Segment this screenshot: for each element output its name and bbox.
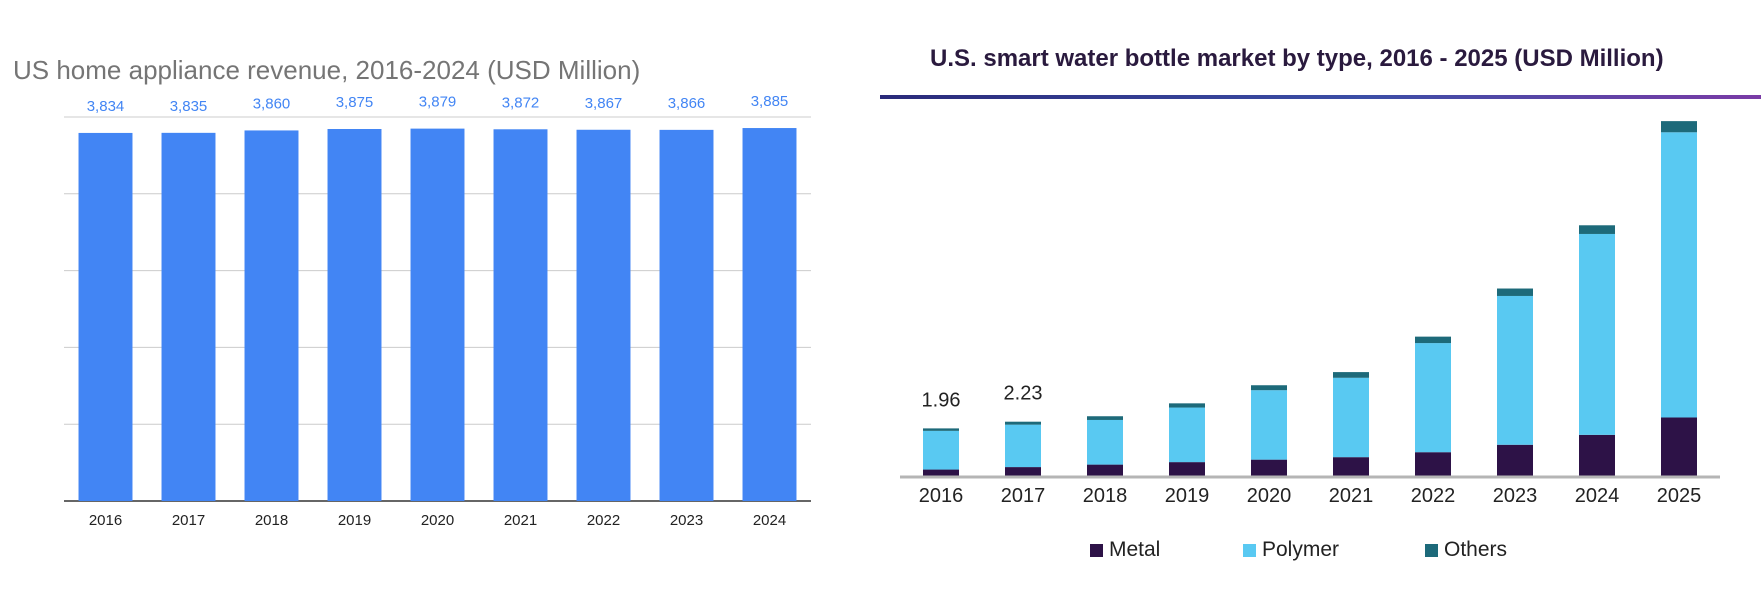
bar-segment-polymer: [1333, 377, 1369, 458]
data-label: 3,872: [502, 94, 540, 111]
bar-segment-metal: [1497, 444, 1533, 477]
data-label: 3,834: [87, 98, 125, 115]
legend-label: Metal: [1109, 538, 1161, 561]
x-tick-label: 2024: [1575, 485, 1620, 507]
bar-segment-polymer: [1087, 419, 1123, 465]
data-label: 3,885: [751, 93, 789, 110]
stacked-bar-chart-svg: 2016 2017 2018 2019 2020 2021 2022 2023 2024 2025…: [900, 121, 1720, 507]
x-tick-label: 2022: [587, 512, 620, 529]
chart-title: US home appliance revenue, 2016-2024 (US…: [13, 55, 641, 85]
x-tick-label: 2022: [1411, 485, 1456, 507]
x-tick-label: 2018: [255, 512, 288, 529]
data-label: 3,879: [419, 94, 457, 111]
bar-segment-polymer: [1251, 390, 1287, 460]
bar-segment-polymer: [1415, 343, 1451, 453]
bar-segment-others: [1169, 403, 1205, 408]
bar-segment-metal: [1661, 417, 1697, 477]
bar-segment-polymer: [1579, 233, 1615, 435]
bar: [742, 128, 797, 502]
bar: [161, 132, 216, 501]
x-tick-label: 2019: [1165, 485, 1210, 507]
bar-segment-others: [1333, 372, 1369, 378]
bar-segment-polymer: [1497, 295, 1533, 445]
bar-segment-metal: [1251, 459, 1287, 477]
bar: [493, 129, 548, 501]
bar-segment-polymer: [1169, 407, 1205, 463]
bar-segment-metal: [1087, 464, 1123, 477]
bar: [576, 129, 631, 501]
x-tick-label: 2025: [1657, 485, 1702, 507]
bar-segment-others: [923, 428, 959, 431]
chart-title: U.S. smart water bottle market by type, …: [930, 45, 1664, 72]
bar-segment-metal: [1579, 434, 1615, 477]
legend-swatch: [1425, 543, 1438, 557]
bar-segment-metal: [1169, 462, 1205, 477]
legend-swatch: [1090, 543, 1103, 557]
bar: [659, 129, 714, 501]
bar-segment-others: [1087, 416, 1123, 420]
legend-item-metal: Metal: [1090, 538, 1160, 562]
x-tick-label: 2017: [1001, 485, 1046, 507]
data-label: 3,875: [336, 94, 374, 111]
bar-segment-others: [1251, 385, 1287, 391]
bar: [244, 130, 299, 501]
title-underline: [880, 95, 1761, 99]
home-appliance-revenue-chart: US home appliance revenue, 2016-2024 (US…: [0, 0, 880, 607]
bar-segment-others: [1415, 336, 1451, 344]
x-tick-label: 2018: [1083, 485, 1128, 507]
bar-segment-others: [1497, 288, 1533, 296]
bar-segment-others: [1661, 121, 1697, 133]
x-tick-label: 2024: [753, 512, 786, 529]
bar: [410, 128, 465, 501]
bar: [78, 132, 133, 501]
bar-segment-metal: [1005, 467, 1041, 477]
bar-segment-others: [1579, 225, 1615, 234]
x-tick-label: 2023: [670, 512, 703, 529]
data-label: 3,867: [585, 95, 623, 112]
legend-item-others: Others: [1425, 538, 1507, 562]
bar-segment-polymer: [923, 430, 959, 470]
x-tick-label: 2019: [338, 512, 371, 529]
bar-segment-metal: [1415, 452, 1451, 477]
bar-segment-metal: [923, 469, 959, 477]
legend-label: Polymer: [1262, 538, 1340, 561]
bar-segment-metal: [1333, 457, 1369, 477]
data-label: 3,860: [253, 95, 291, 112]
data-annotation: 1.96: [922, 389, 961, 411]
legend-item-polymer: Polymer: [1243, 538, 1339, 562]
bar-segment-others: [1005, 421, 1041, 425]
data-annotation: 2.23: [1004, 383, 1043, 405]
x-tick-label: 2023: [1493, 485, 1538, 507]
x-tick-label: 2021: [504, 512, 537, 529]
data-label: 3,866: [668, 95, 706, 112]
x-tick-label: 2016: [89, 512, 122, 529]
bar: [327, 129, 382, 501]
bar-segment-polymer: [1005, 424, 1041, 468]
x-tick-label: 2020: [1247, 485, 1292, 507]
data-label: 3,835: [170, 98, 208, 115]
bar-segment-polymer: [1661, 132, 1697, 418]
x-tick-label: 2016: [919, 485, 964, 507]
bar-chart-svg: 3,834 2016 3,835 2017 3,860 2018 3,875 2019 3,87…: [64, 93, 811, 529]
x-tick-label: 2020: [421, 512, 454, 529]
x-tick-label: 2021: [1329, 485, 1374, 507]
smart-water-bottle-chart: U.S. smart water bottle market by type, …: [880, 0, 1761, 607]
legend-label: Others: [1444, 538, 1508, 561]
legend-swatch: [1243, 543, 1256, 557]
x-tick-label: 2017: [172, 512, 205, 529]
